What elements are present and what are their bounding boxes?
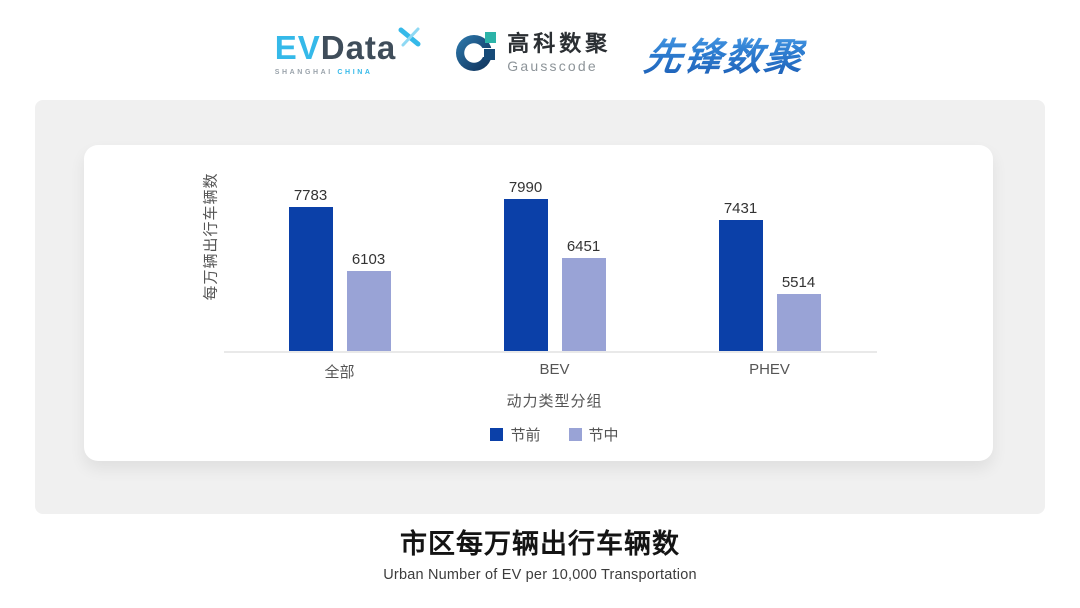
evdata-wordmark: EV Data (274, 27, 423, 66)
figure-subtitle: Urban Number of EV per 10,000 Transporta… (383, 567, 697, 584)
bar (718, 220, 763, 352)
figure-caption: 市区每万辆出行车辆数 Urban Number of EV per 10,000… (0, 528, 1080, 583)
chart-card: 每万辆出行车辆数 7783 6103 7990 6451 7431 5514 全部 BEV P… (84, 145, 993, 461)
header-logo-bar: EV Data SHANGHAI CHINA 高科数聚 Gausscode 先锋数… (0, 18, 1080, 88)
legend-swatch-icon (490, 428, 504, 441)
bar-item: 7431 (718, 200, 763, 352)
legend-item: 节前 (490, 424, 541, 445)
legend-label: 节前 (510, 427, 541, 444)
xianfeng-shuju-logo: 先锋数聚 (641, 26, 809, 81)
category-tick-label: PHEV (749, 361, 790, 378)
evdata-ev-text: EV (274, 28, 321, 66)
gausscode-logo: 高科数聚 Gausscode (456, 32, 611, 74)
evdata-data-text: Data (320, 28, 397, 66)
bar-item: 6451 (561, 238, 606, 352)
bar-item: 6103 (346, 251, 391, 352)
legend-item: 节中 (568, 424, 619, 445)
chart-legend: 节前 节中 (232, 424, 877, 445)
bar-item: 7990 (503, 179, 548, 352)
bar-item: 5514 (776, 274, 821, 352)
bar-plot-area: 7783 6103 7990 6451 7431 5514 (232, 145, 877, 352)
chart-panel: 每万辆出行车辆数 7783 6103 7990 6451 7431 5514 全部 BEV P… (35, 100, 1045, 514)
bar-value-label: 7783 (293, 187, 328, 204)
gausscode-en-text: Gausscode (507, 58, 598, 74)
legend-label: 节中 (588, 427, 619, 444)
evdata-logo: EV Data SHANGHAI CHINA (274, 27, 423, 76)
bar (288, 207, 333, 352)
evdata-china-text: CHINA (337, 68, 373, 76)
bar (561, 258, 606, 352)
gausscode-cn-text: 高科数聚 (507, 31, 612, 56)
figure-title: 市区每万辆出行车辆数 (400, 529, 680, 559)
y-axis-label: 每万辆出行车辆数 (202, 172, 220, 301)
category-tick-label: 全部 (324, 364, 355, 381)
bar (503, 199, 548, 352)
bar-group: 7783 6103 (232, 188, 447, 352)
bar-group: 7431 5514 (662, 201, 877, 352)
bar (346, 271, 391, 352)
evdata-subcaption: SHANGHAI CHINA (275, 69, 423, 76)
gausscode-wordmark: 高科数聚 Gausscode (507, 31, 612, 74)
category-axis: 全部 BEV PHEV (232, 361, 877, 382)
bar-value-label: 6451 (566, 238, 601, 255)
bar (776, 294, 821, 352)
bar-group: 7990 6451 (447, 180, 662, 352)
x-axis-line (224, 351, 877, 353)
x-axis-label: 动力类型分组 (506, 393, 603, 410)
bar-value-label: 7990 (508, 179, 543, 196)
legend-swatch-icon (568, 428, 582, 441)
evdata-x-icon (398, 25, 422, 53)
bar-item: 7783 (288, 187, 333, 352)
evdata-shanghai-text: SHANGHAI (274, 68, 333, 76)
category-tick-label: BEV (539, 361, 570, 378)
bar-value-label: 5514 (781, 274, 816, 291)
gausscode-g-icon (456, 32, 498, 74)
bar-value-label: 6103 (351, 251, 386, 268)
bar-value-label: 7431 (723, 200, 758, 217)
